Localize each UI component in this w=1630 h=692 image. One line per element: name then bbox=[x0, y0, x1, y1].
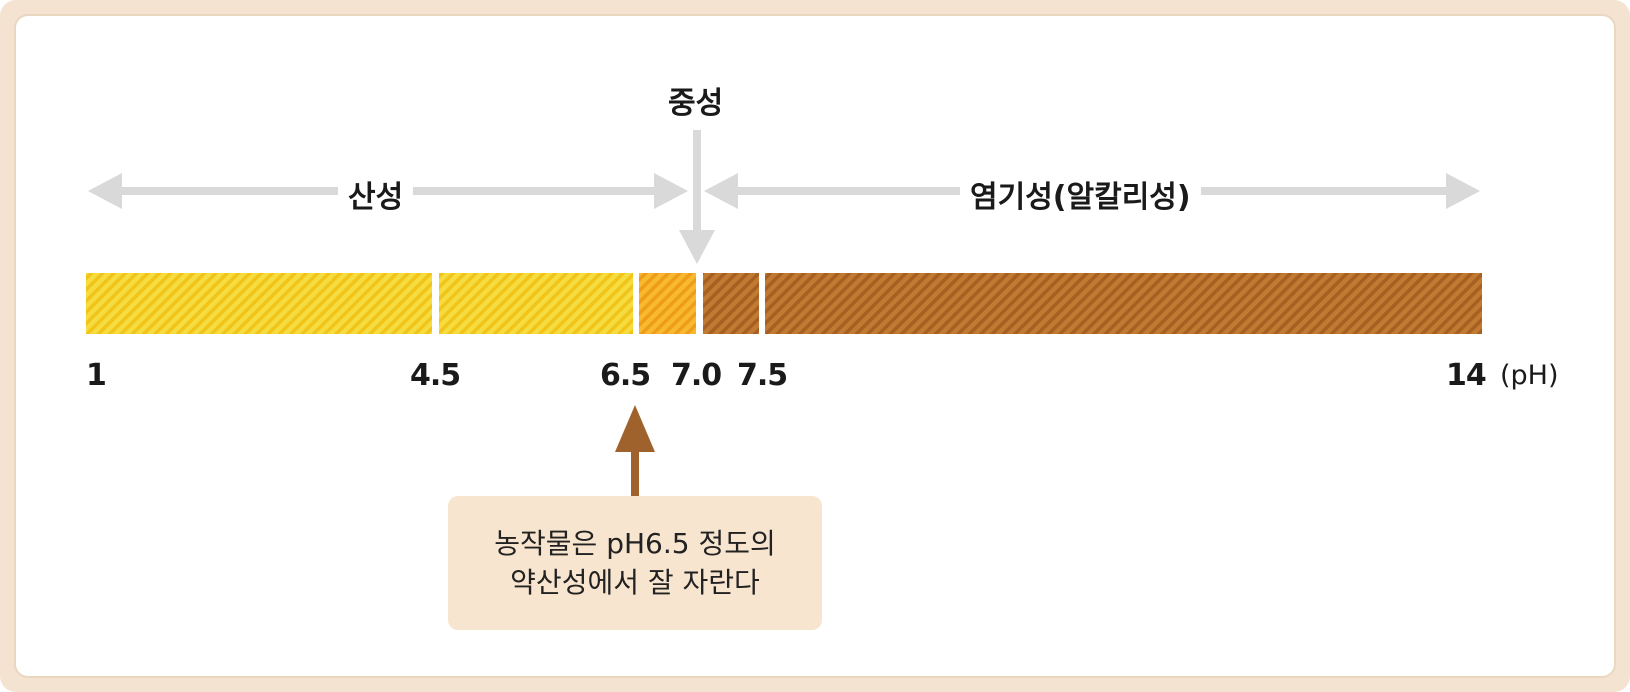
tick-label: 14 bbox=[1446, 358, 1487, 393]
callout-up-arrow bbox=[615, 405, 655, 498]
segment-6.5-7.0 bbox=[639, 273, 696, 334]
tick-label: 7.0 bbox=[671, 358, 722, 393]
alkaline-label: 염기성(알칼리성) bbox=[960, 172, 1201, 216]
tick-label: 4.5 bbox=[410, 358, 461, 393]
tick-label: 1 bbox=[86, 358, 107, 393]
acidic-label: 산성 bbox=[338, 172, 414, 216]
tick-label: 7.5 bbox=[737, 358, 788, 393]
segment-4.5-6.5 bbox=[439, 273, 633, 334]
neutral-label: 중성 bbox=[668, 86, 724, 121]
ph-bar bbox=[86, 273, 1482, 334]
callout-line-1: 농작물은 pH6.5 정도의 bbox=[494, 526, 776, 560]
segment-7.0-7.5 bbox=[703, 273, 759, 334]
callout-line-2: 약산성에서 잘 자란다 bbox=[510, 566, 760, 599]
segment-7.5-14 bbox=[765, 273, 1482, 334]
tick-label: 6.5 bbox=[600, 358, 651, 393]
unit-label: (pH) bbox=[1500, 360, 1559, 391]
neutral-down-arrow bbox=[679, 130, 715, 264]
callout-box: 농작물은 pH6.5 정도의 약산성에서 잘 자란다 bbox=[448, 496, 822, 630]
segment-1-4.5 bbox=[86, 273, 432, 334]
